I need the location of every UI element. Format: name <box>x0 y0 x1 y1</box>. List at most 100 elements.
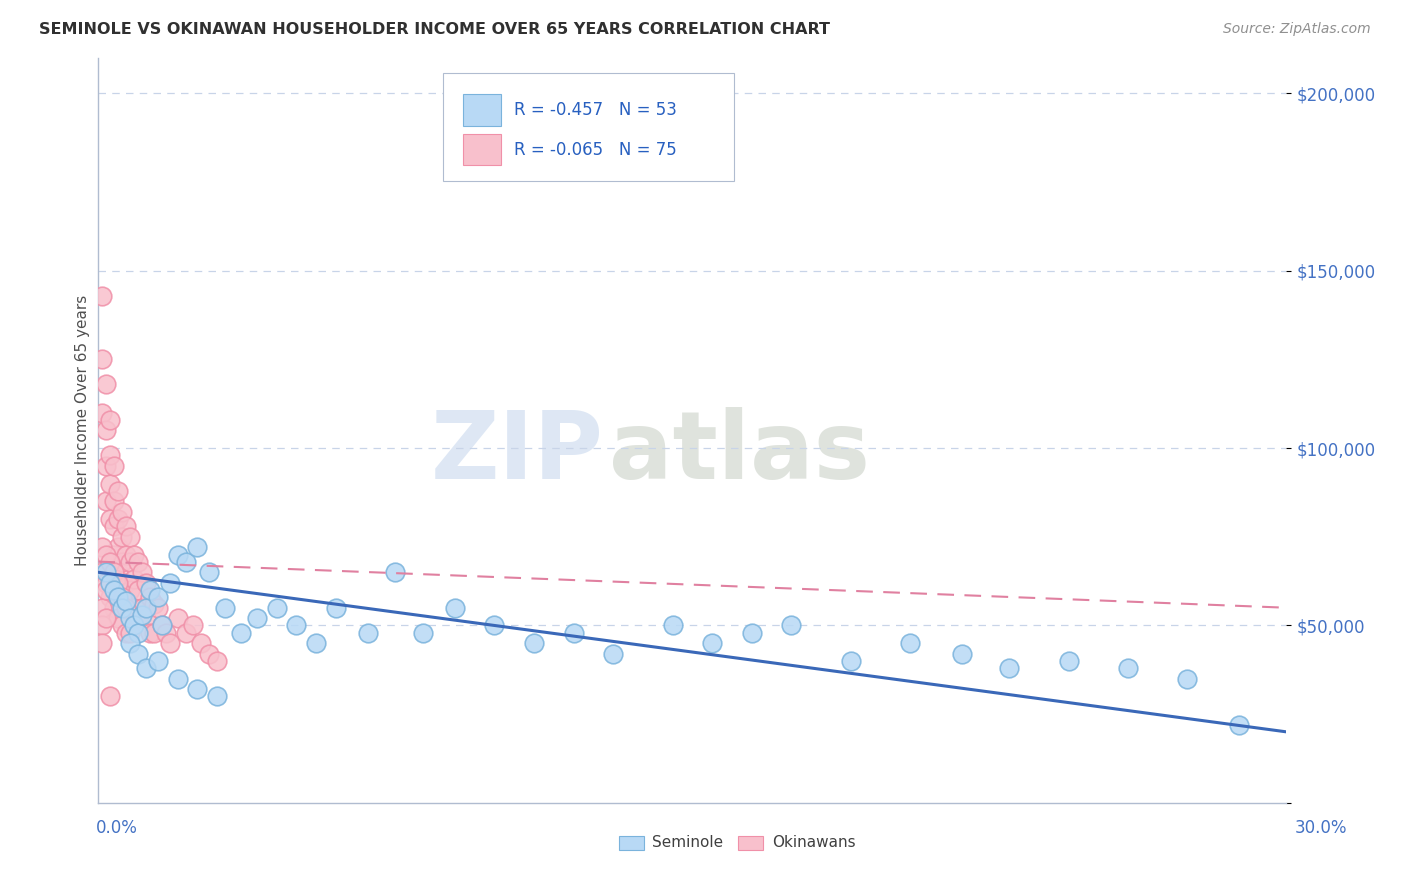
Point <box>96 377 118 392</box>
Point <box>135 600 157 615</box>
Point <box>111 530 134 544</box>
Point <box>898 636 921 650</box>
Point <box>91 352 114 367</box>
Point <box>142 625 165 640</box>
Point <box>214 600 236 615</box>
Point <box>111 600 134 615</box>
Point <box>103 582 125 597</box>
Point <box>91 636 114 650</box>
Text: 0.0%: 0.0% <box>96 819 138 837</box>
Point <box>229 625 252 640</box>
Point <box>562 625 585 640</box>
Bar <box>463 134 501 165</box>
Point <box>103 519 125 533</box>
Point <box>305 636 328 650</box>
Point <box>127 647 149 661</box>
Point <box>142 597 165 611</box>
Point <box>96 423 118 437</box>
Point <box>131 566 153 580</box>
Point <box>98 590 121 604</box>
Point <box>139 625 162 640</box>
Point <box>107 611 129 625</box>
Point <box>155 625 177 640</box>
Point <box>98 555 121 569</box>
Text: atlas: atlas <box>609 407 870 499</box>
Point <box>111 555 134 569</box>
Point <box>602 647 624 661</box>
Point <box>127 582 149 597</box>
Point <box>174 555 197 569</box>
Bar <box>463 95 501 126</box>
Point <box>96 611 118 625</box>
Point <box>661 618 683 632</box>
Point <box>96 582 118 597</box>
Point <box>103 548 125 562</box>
Point <box>146 590 169 604</box>
Point <box>107 590 129 604</box>
Point <box>1057 654 1080 668</box>
Point <box>120 555 142 569</box>
Point <box>198 566 221 580</box>
FancyBboxPatch shape <box>443 73 734 181</box>
Point <box>139 582 162 597</box>
Point <box>122 548 145 562</box>
Point <box>166 611 188 625</box>
Point <box>384 566 406 580</box>
Point <box>115 519 138 533</box>
Point <box>98 512 121 526</box>
Point <box>115 575 138 590</box>
Text: 30.0%: 30.0% <box>1295 819 1347 837</box>
Point <box>174 625 197 640</box>
Point <box>91 541 114 555</box>
Point <box>159 636 181 650</box>
Point <box>91 566 114 580</box>
Point <box>183 618 205 632</box>
Point <box>205 654 228 668</box>
Point <box>741 625 763 640</box>
Point <box>950 647 973 661</box>
Point <box>702 636 724 650</box>
Point <box>127 555 149 569</box>
Point <box>107 575 129 590</box>
Point <box>91 406 114 420</box>
Point <box>205 690 228 704</box>
Point <box>998 661 1021 675</box>
Point <box>150 618 173 632</box>
Point <box>120 530 142 544</box>
Point <box>96 548 118 562</box>
Point <box>1177 672 1199 686</box>
Point <box>111 575 134 590</box>
Point <box>103 600 125 615</box>
Point <box>98 413 121 427</box>
Point <box>1227 718 1250 732</box>
Point <box>103 458 125 473</box>
Point <box>96 458 118 473</box>
Point <box>107 483 129 498</box>
Point <box>115 548 138 562</box>
Text: Seminole: Seminole <box>652 836 724 850</box>
Point <box>325 600 347 615</box>
Point <box>120 600 142 615</box>
Text: SEMINOLE VS OKINAWAN HOUSEHOLDER INCOME OVER 65 YEARS CORRELATION CHART: SEMINOLE VS OKINAWAN HOUSEHOLDER INCOME … <box>39 22 831 37</box>
Point <box>120 582 142 597</box>
Point <box>166 672 188 686</box>
Point <box>186 682 208 697</box>
Text: Okinawans: Okinawans <box>772 836 855 850</box>
Point <box>91 600 114 615</box>
Point <box>146 600 169 615</box>
Point <box>139 590 162 604</box>
Point <box>91 618 114 632</box>
Text: R = -0.065   N = 75: R = -0.065 N = 75 <box>515 141 678 159</box>
Point <box>159 575 181 590</box>
Point <box>96 494 118 508</box>
Point <box>839 654 862 668</box>
Text: Source: ZipAtlas.com: Source: ZipAtlas.com <box>1223 22 1371 37</box>
Point <box>103 566 125 580</box>
Point <box>120 636 142 650</box>
Point <box>523 636 546 650</box>
Point <box>115 600 138 615</box>
Point <box>107 541 129 555</box>
Point <box>190 636 212 650</box>
Point <box>412 625 434 640</box>
Point <box>111 618 134 632</box>
